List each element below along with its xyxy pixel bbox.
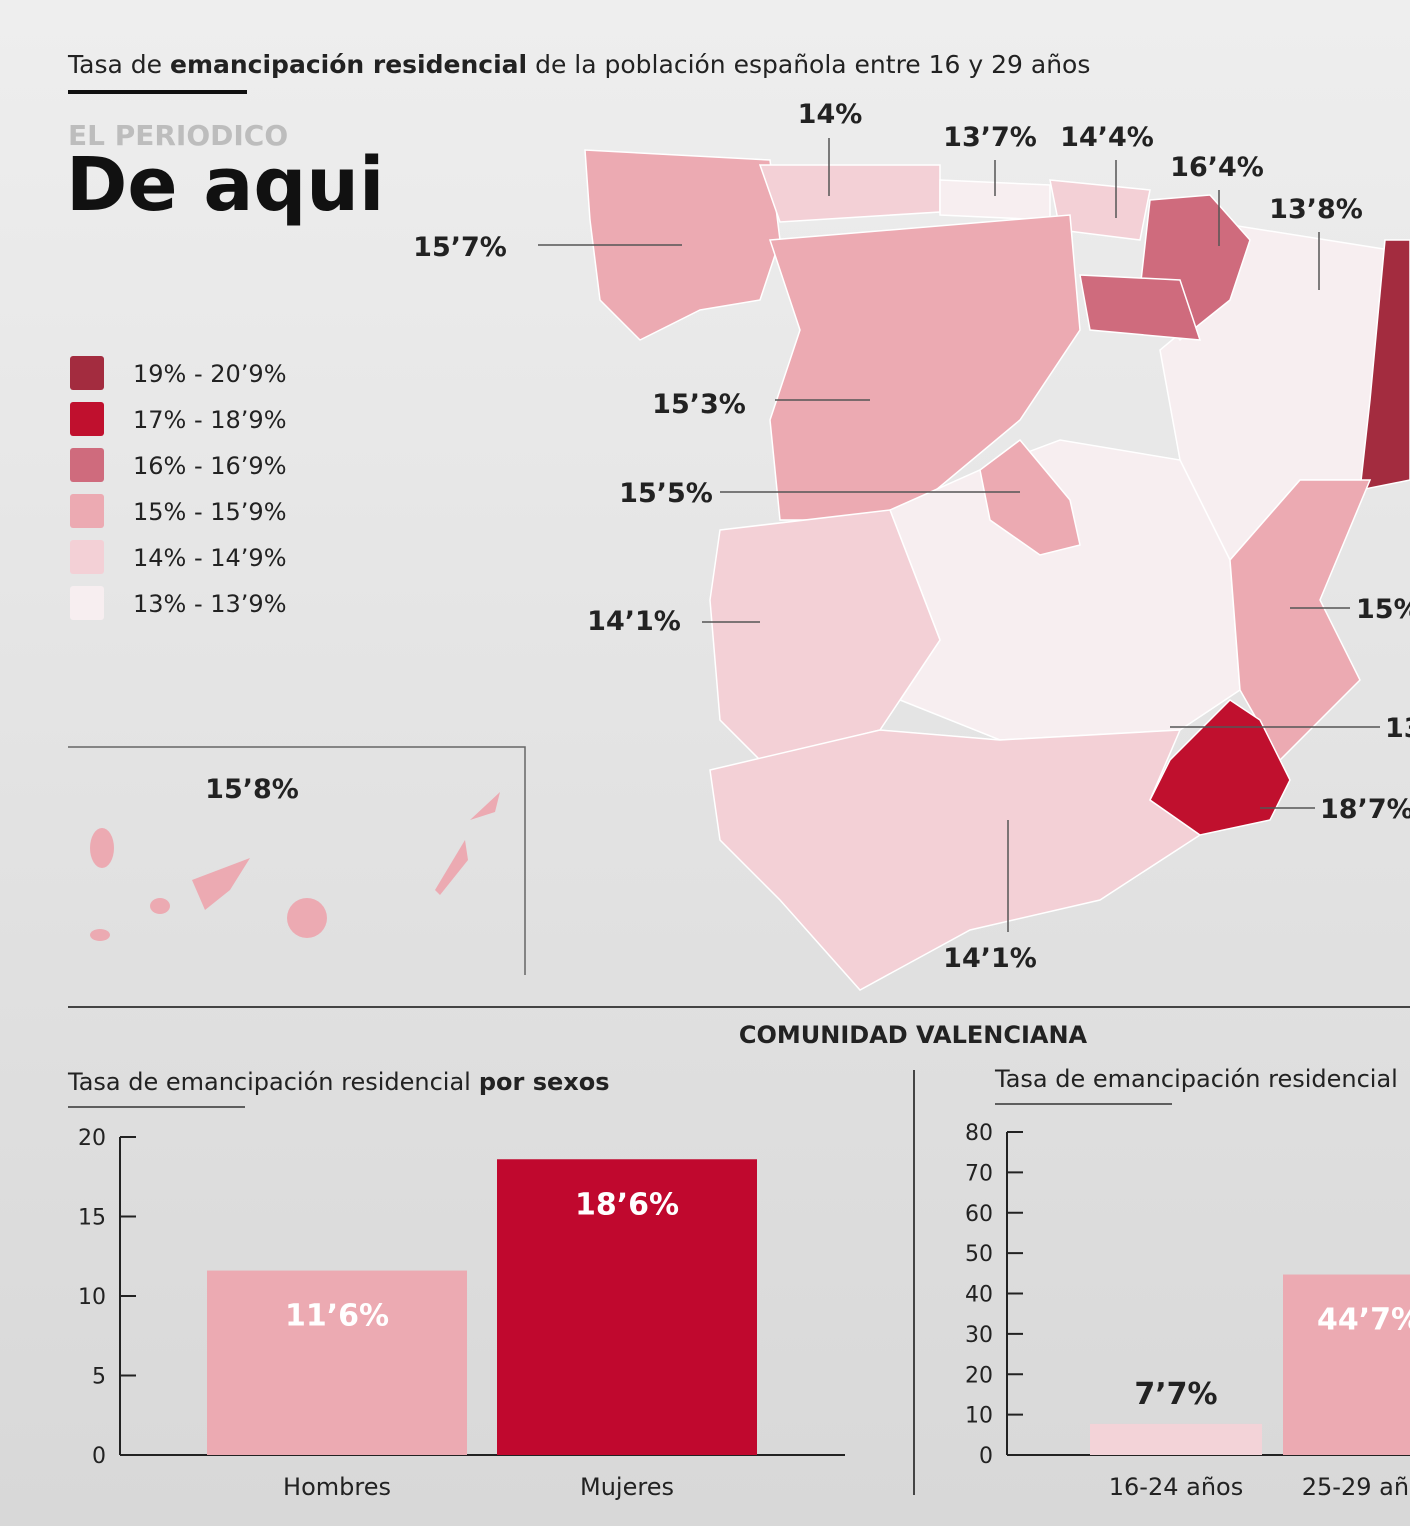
y-tick-label: 60 <box>965 1202 993 1227</box>
region <box>760 165 940 222</box>
y-tick-label: 10 <box>965 1404 993 1429</box>
x-tick-label: Hombres <box>283 1473 391 1501</box>
y-tick-label: 80 <box>965 1121 993 1146</box>
y-tick-label: 40 <box>965 1283 993 1308</box>
legend-swatch <box>70 494 104 528</box>
chart-title-text: Tasa de emancipación residencial <box>67 1068 471 1096</box>
map-label: 14’1% <box>587 606 681 637</box>
page-title: Tasa de emancipación residencial de la pob… <box>67 50 1090 79</box>
island <box>90 828 114 868</box>
legend-label: 17% - 18’9% <box>133 406 287 434</box>
region <box>1080 275 1200 340</box>
x-tick-label: 25-29 años <box>1302 1473 1410 1501</box>
island <box>287 898 327 938</box>
y-tick-label: 0 <box>979 1444 993 1469</box>
map-label: 14’1% <box>943 943 1037 974</box>
legend-swatch <box>70 540 104 574</box>
legend-swatch <box>70 356 104 390</box>
map-label: 14% <box>798 99 863 130</box>
x-tick-label: Mujeres <box>580 1473 674 1501</box>
chart-title: Tasa de emancipación residencial <box>994 1065 1398 1093</box>
y-tick-label: 50 <box>965 1242 993 1267</box>
chart-title-bold: por sexos <box>479 1068 610 1096</box>
map-label: 13’8% <box>1269 194 1363 225</box>
title-bold: emancipación residencial <box>170 50 527 79</box>
bar <box>1090 1424 1262 1455</box>
y-tick-label: 15 <box>78 1206 106 1231</box>
map-label: 16’4% <box>1170 152 1264 183</box>
legend-label: 15% - 15’9% <box>133 498 287 526</box>
y-tick-label: 70 <box>965 1161 993 1186</box>
section-title: COMUNIDAD VALENCIANA <box>739 1021 1088 1049</box>
y-tick-label: 0 <box>92 1444 106 1469</box>
page: {"header":{"title_pre":"Tasa de","title_… <box>0 0 1410 1526</box>
y-tick-label: 5 <box>92 1365 106 1390</box>
map-label: 18’7% <box>1320 794 1410 825</box>
y-tick-label: 10 <box>78 1285 106 1310</box>
legend-label: 19% - 20’9% <box>133 360 287 388</box>
value-label: 7’7% <box>1134 1377 1217 1412</box>
legend-label: 14% - 14’9% <box>133 544 287 572</box>
map-label: 14’4% <box>1060 122 1154 153</box>
value-label: 11’6% <box>285 1299 389 1334</box>
value-label: 44’7% <box>1317 1303 1410 1338</box>
map-label: 13 <box>1385 713 1410 744</box>
island <box>150 898 170 914</box>
map-label: 13’7% <box>943 122 1037 153</box>
island <box>90 929 110 941</box>
chart-title: Tasa de emancipación residencial por sexo… <box>67 1068 610 1096</box>
map-label: 15’8% <box>205 774 299 805</box>
legend-label: 16% - 16’9% <box>133 452 287 480</box>
map-label: 15’3% <box>652 389 746 420</box>
logo: De aqui <box>66 142 384 228</box>
title-part: de la población española entre 16 y 29 a… <box>535 50 1090 79</box>
y-tick-label: 20 <box>965 1363 993 1388</box>
map-label: 15’5% <box>619 478 713 509</box>
value-label: 18’6% <box>575 1187 679 1222</box>
y-tick-label: 30 <box>965 1323 993 1348</box>
legend-swatch <box>70 402 104 436</box>
map-label: 15% <box>1356 594 1410 625</box>
legend-label: 13% - 13’9% <box>133 590 287 618</box>
legend-swatch <box>70 586 104 620</box>
title-part: Tasa de <box>67 50 162 79</box>
map-label: 15’7% <box>413 232 507 263</box>
infographic: Tasa de emancipación residencial de la pob… <box>0 0 1410 1526</box>
y-tick-label: 20 <box>78 1126 106 1151</box>
legend-swatch <box>70 448 104 482</box>
x-tick-label: 16-24 años <box>1109 1473 1243 1501</box>
chart-title-text: Tasa de emancipación residencial <box>994 1065 1398 1093</box>
